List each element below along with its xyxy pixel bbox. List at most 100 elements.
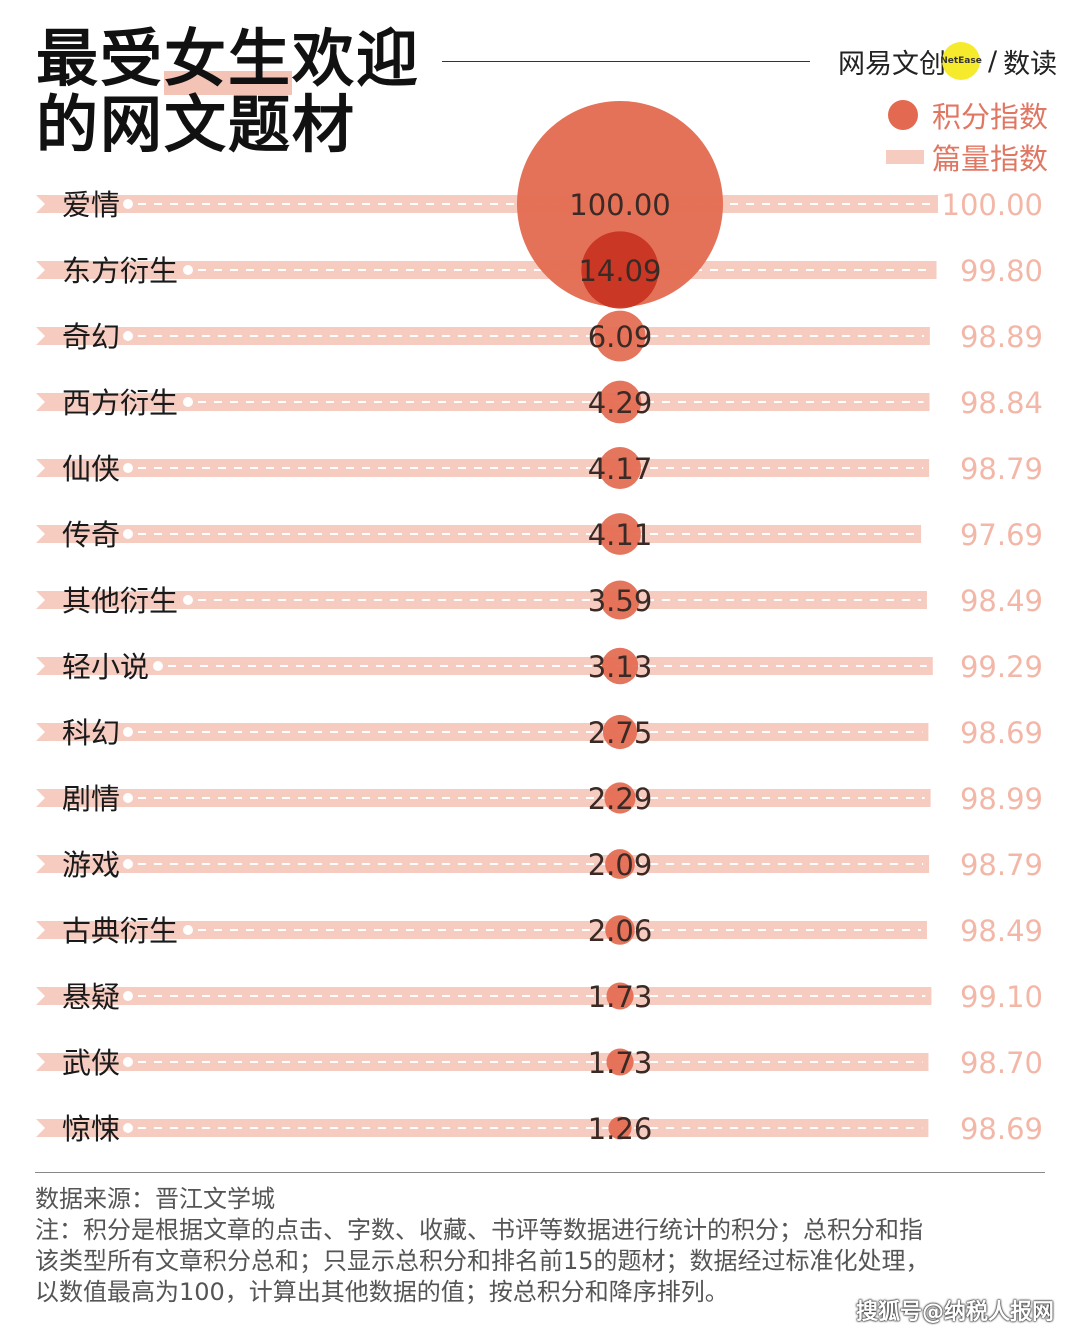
volume-value-label: 100.00 bbox=[942, 188, 1043, 222]
bar-notch bbox=[36, 261, 45, 279]
bar-start-dot bbox=[123, 1057, 133, 1067]
volume-bar bbox=[36, 921, 927, 939]
title-highlight: 女生 bbox=[164, 22, 293, 95]
volume-bar bbox=[36, 393, 930, 411]
category-label: 惊悚 bbox=[62, 1112, 120, 1146]
bar-start-dot bbox=[123, 1123, 133, 1133]
bar-notch bbox=[36, 327, 45, 345]
score-value-label: 1.73 bbox=[588, 980, 653, 1014]
volume-value-label: 98.79 bbox=[960, 848, 1043, 882]
bar-start-dot bbox=[123, 991, 133, 1001]
note-line-3: 以数值最高为100，计算出其他数据的值；按总积分和降序排列。 bbox=[35, 1278, 729, 1306]
volume-value-label: 98.84 bbox=[960, 386, 1043, 420]
bar-layer bbox=[36, 195, 938, 1137]
bar-notch bbox=[36, 459, 45, 477]
category-label: 科幻 bbox=[62, 716, 120, 750]
legend-volume-label: 篇量指数 bbox=[931, 142, 1048, 176]
score-value-label: 3.59 bbox=[588, 584, 653, 618]
bar-notch bbox=[36, 921, 45, 939]
brand-logo: 网易文创 NetEase / 数读 bbox=[838, 40, 1057, 82]
score-value-label: 100.00 bbox=[569, 188, 670, 222]
legend-bar-icon bbox=[885, 150, 924, 164]
category-label: 爱情 bbox=[62, 188, 120, 222]
volume-value-label: 98.69 bbox=[960, 716, 1043, 750]
category-label: 悬疑 bbox=[62, 980, 120, 1014]
note-line-2: 该类型所有文章积分总和；只显示总积分和排名前15的题材；数据经过标准化处理， bbox=[35, 1247, 930, 1275]
bar-notch bbox=[36, 1119, 45, 1137]
score-value-label: 4.29 bbox=[588, 386, 653, 420]
volume-bar bbox=[36, 723, 929, 741]
header-divider bbox=[442, 61, 810, 62]
brand-name: 网易文创 bbox=[838, 48, 946, 80]
score-value-label: 2.75 bbox=[588, 716, 653, 750]
volume-value-label: 98.70 bbox=[960, 1046, 1043, 1080]
title-line-2: 的网文题材 bbox=[36, 88, 357, 161]
volume-value-label: 99.80 bbox=[960, 254, 1043, 288]
brand-slash: / bbox=[988, 45, 998, 77]
category-label: 轻小说 bbox=[62, 650, 149, 684]
brand-badge-icon: NetEase bbox=[940, 42, 982, 80]
bar-notch bbox=[36, 657, 45, 675]
score-bubble bbox=[598, 446, 642, 490]
label-layer: 爱情 100.00 东方衍生 99.80 奇幻 98.89 西方衍生 98.84 仙侠 98.79… bbox=[62, 188, 1043, 1146]
legend-score-label: 积分指数 bbox=[931, 100, 1048, 134]
bar-notch bbox=[36, 789, 45, 807]
category-label: 其他衍生 bbox=[62, 584, 178, 618]
score-bubble bbox=[581, 231, 659, 309]
bar-start-dot bbox=[123, 793, 133, 803]
bar-notch bbox=[36, 1053, 45, 1071]
brand-product: 数读 bbox=[1003, 48, 1058, 80]
bar-start-dot bbox=[183, 925, 193, 935]
score-value-label: 2.09 bbox=[588, 848, 653, 882]
volume-bar bbox=[36, 987, 932, 1005]
score-value-label: 6.09 bbox=[588, 320, 653, 354]
score-value-label: 3.13 bbox=[588, 650, 653, 684]
bar-start-dot bbox=[183, 397, 193, 407]
volume-bar bbox=[36, 459, 930, 477]
legend-volume: 篇量指数 bbox=[885, 136, 1048, 178]
chart-title: 最受女生欢迎 的网文题材 bbox=[36, 22, 420, 161]
score-value-label: 1.73 bbox=[588, 1046, 653, 1080]
category-label: 东方衍生 bbox=[62, 254, 178, 288]
watermark: 搜狐号@纳税人报网 bbox=[855, 1300, 1054, 1325]
volume-bar bbox=[36, 327, 930, 345]
score-bubble bbox=[517, 101, 723, 307]
bar-start-dot bbox=[123, 529, 133, 539]
category-label: 游戏 bbox=[62, 848, 120, 882]
bar-start-dot bbox=[123, 859, 133, 869]
bar-start-dot bbox=[123, 727, 133, 737]
score-bubble bbox=[602, 714, 638, 750]
title-line-1: 最受女生欢迎 bbox=[36, 22, 420, 95]
title-part-1: 最受 bbox=[36, 22, 165, 95]
footer-notes: 数据来源：晋江文学城 注：积分是根据文章的点击、字数、收藏、书评等数据进行统计的… bbox=[35, 1184, 930, 1308]
bubble-layer bbox=[517, 101, 723, 1140]
bar-start-dot bbox=[123, 463, 133, 473]
category-label: 传奇 bbox=[62, 518, 120, 552]
volume-bar bbox=[36, 657, 933, 675]
bar-start-dot bbox=[123, 199, 133, 209]
volume-value-label: 98.49 bbox=[960, 914, 1043, 948]
volume-value-label: 98.99 bbox=[960, 782, 1043, 816]
score-value-label: 2.06 bbox=[588, 914, 653, 948]
legend-circle-icon bbox=[887, 100, 918, 130]
volume-bar bbox=[36, 591, 927, 609]
bar-start-dot bbox=[123, 331, 133, 341]
category-label: 古典衍生 bbox=[62, 914, 178, 948]
volume-bar bbox=[36, 855, 930, 873]
bar-start-dot bbox=[153, 661, 163, 671]
volume-value-label: 97.69 bbox=[960, 518, 1043, 552]
score-value-label: 2.29 bbox=[588, 782, 653, 816]
volume-bar bbox=[36, 1053, 929, 1071]
score-bubble bbox=[594, 310, 646, 362]
score-bubble bbox=[598, 380, 642, 424]
score-value-label: 4.17 bbox=[588, 452, 653, 486]
bar-notch bbox=[36, 591, 45, 609]
volume-value-label: 99.29 bbox=[960, 650, 1043, 684]
legend-score: 积分指数 bbox=[887, 94, 1048, 136]
volume-bar bbox=[36, 789, 931, 807]
score-bubble bbox=[599, 513, 641, 555]
bar-notch bbox=[36, 723, 45, 741]
score-bubble bbox=[605, 915, 635, 945]
score-bubble bbox=[608, 1116, 632, 1140]
score-value-label: 4.11 bbox=[588, 518, 653, 552]
